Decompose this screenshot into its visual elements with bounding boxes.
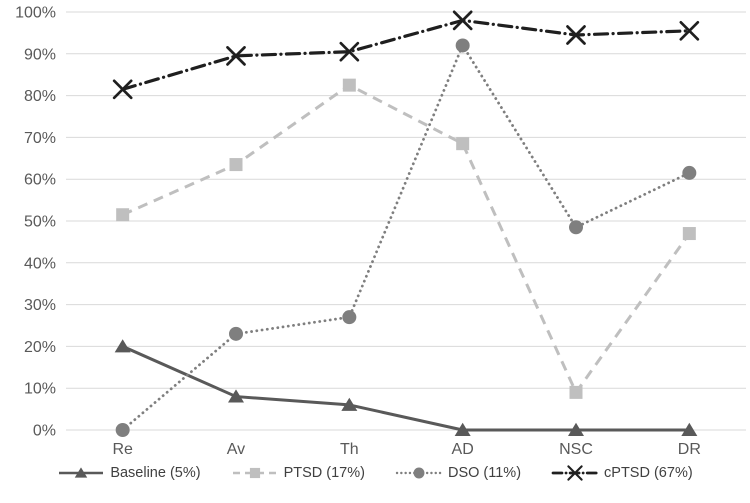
y-axis-tick-label: 30% — [24, 297, 56, 314]
x-axis-label: DR — [678, 441, 701, 458]
marker-triangle-icon — [681, 422, 698, 436]
x-axis-label: NSC — [559, 441, 593, 458]
marker-circle-icon — [229, 326, 243, 341]
marker-square-icon — [682, 227, 696, 241]
marker-triangle-icon — [341, 397, 358, 411]
line-chart: 0% 10% 20% 30% 40% 50% 60% 70% 80% 90% 100% Re Av Th A… — [15, 5, 746, 458]
legend-swatch-cptsd-67 — [551, 465, 599, 481]
marker-square-icon — [569, 385, 583, 399]
y-axis-tick-label: 20% — [24, 339, 56, 356]
legend-item-cptsd-67: cPTSD (67%) — [551, 464, 693, 482]
chart-legend: Baseline (5%) PTSD (17%) DSO (11%) cPTSD (6… — [0, 464, 750, 482]
marker-circle-icon — [115, 423, 130, 437]
series-line-baseline-5 — [122, 345, 690, 432]
x-axis-label: Re — [112, 441, 133, 458]
series-line-dso-11 — [121, 44, 691, 432]
marker-x-icon — [566, 25, 586, 45]
y-axis-tick-label: 0% — [33, 423, 56, 440]
marker-x-icon — [339, 41, 360, 62]
marker-x-icon — [226, 46, 246, 66]
marker-square-icon — [456, 137, 470, 151]
marker-x-icon — [679, 20, 700, 41]
y-axis-tick-label: 80% — [24, 88, 56, 105]
marker-x-icon — [567, 465, 583, 481]
marker-circle-icon — [413, 467, 425, 479]
legend-item-ptsd-17: PTSD (17%) — [231, 464, 365, 482]
marker-square-icon — [342, 78, 356, 92]
marker-circle-icon — [342, 310, 357, 325]
y-axis-tick-label: 40% — [24, 255, 56, 272]
marker-square-icon — [229, 158, 243, 172]
series-line-ptsd-17 — [122, 83, 691, 394]
series-line-cptsd-67 — [121, 18, 691, 91]
y-axis-tick-label: 90% — [24, 46, 56, 63]
marker-triangle-icon — [114, 339, 131, 353]
legend-item-label: cPTSD (67%) — [604, 465, 693, 481]
legend-item-label: DSO (11%) — [447, 465, 522, 481]
legend-item-dso-11: DSO (11%) — [395, 464, 521, 482]
marker-triangle-icon — [75, 467, 88, 478]
x-axis-label: Av — [227, 441, 245, 458]
x-axis-label: AD — [452, 441, 474, 458]
legend-swatch-baseline-5 — [59, 467, 104, 478]
marker-circle-icon — [455, 38, 470, 53]
legend-swatch-ptsd-17 — [232, 467, 277, 479]
marker-triangle-icon — [454, 422, 471, 436]
marker-circle-icon — [682, 165, 697, 180]
y-axis-tick-label: 60% — [24, 172, 56, 189]
marker-x-icon — [452, 10, 473, 31]
marker-square-icon — [116, 208, 130, 222]
legend-item-label: PTSD (17%) — [283, 465, 365, 481]
legend-swatch-dso-11 — [395, 467, 443, 479]
marker-triangle-icon — [568, 422, 584, 436]
y-axis-tick-label: 70% — [24, 130, 56, 147]
y-axis-tick-label: 100% — [15, 5, 56, 22]
x-axis-label: Th — [340, 441, 359, 458]
marker-circle-icon — [569, 220, 583, 235]
legend-item-baseline-5: Baseline (5%) — [57, 464, 201, 482]
marker-x-icon — [112, 79, 133, 100]
marker-square-icon — [249, 467, 260, 479]
y-axis-tick-label: 50% — [24, 214, 56, 231]
y-axis-tick-label: 10% — [24, 381, 56, 398]
marker-triangle-icon — [228, 389, 244, 403]
legend-item-label: Baseline (5%) — [110, 465, 201, 481]
